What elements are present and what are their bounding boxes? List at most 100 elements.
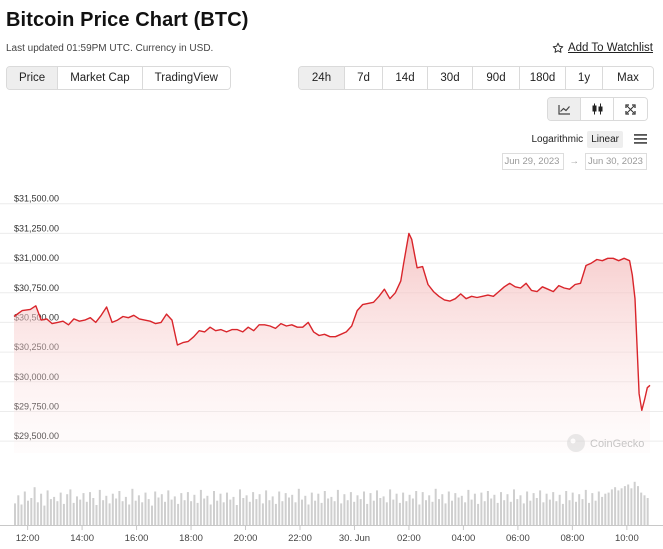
volume-bar xyxy=(630,488,633,525)
volume-bar xyxy=(232,496,235,525)
volume-bar xyxy=(69,489,72,525)
line-chart-button[interactable] xyxy=(548,98,581,120)
volume-bar xyxy=(369,493,372,525)
line-chart-icon xyxy=(557,104,570,115)
volume-bar xyxy=(53,496,56,525)
date-to-input[interactable]: Jun 30, 2023 xyxy=(585,153,647,170)
x-tick-label: 04:00 xyxy=(452,533,476,544)
volume-bar xyxy=(532,493,535,525)
hamburger-menu-icon[interactable] xyxy=(634,133,647,145)
volume-bar xyxy=(20,504,23,525)
volume-bar xyxy=(291,494,294,525)
volume-bar xyxy=(483,501,486,525)
range-7d[interactable]: 7d xyxy=(345,67,383,89)
fullscreen-icon xyxy=(625,103,636,115)
volume-bar xyxy=(428,495,431,525)
volume-bar xyxy=(395,493,398,525)
volume-bar xyxy=(271,496,274,525)
volume-bar xyxy=(646,498,649,525)
volume-bar xyxy=(304,495,307,525)
volume-bar xyxy=(76,496,78,525)
volume-bar xyxy=(513,489,515,525)
coingecko-watermark: CoinGecko xyxy=(567,434,644,452)
volume-bar xyxy=(460,495,463,525)
candlestick-button[interactable] xyxy=(581,98,614,120)
volume-bar xyxy=(561,503,564,525)
volume-bar xyxy=(164,501,166,525)
volume-bar xyxy=(239,489,241,525)
volume-bar xyxy=(278,491,281,525)
volume-bar xyxy=(72,502,75,525)
volume-bar xyxy=(226,492,228,525)
volume-bar xyxy=(516,499,519,525)
y-tick-label: $31,250.00 xyxy=(14,223,59,233)
volume-bar xyxy=(637,486,639,525)
volume-bar xyxy=(27,500,29,525)
volume-bar xyxy=(85,501,88,525)
volume-bar xyxy=(320,502,323,525)
tab-market-cap[interactable]: Market Cap xyxy=(58,67,143,89)
volume-bar xyxy=(199,489,202,525)
volume-bar xyxy=(98,489,101,525)
x-axis: 12:00 14:00 16:00 18:00 20:00 22:00 30. Jun 02:… xyxy=(16,525,639,544)
volume-bar xyxy=(261,503,264,525)
range-90d[interactable]: 90d xyxy=(473,67,520,89)
volume-bar xyxy=(539,490,542,525)
range-1y[interactable]: 1y xyxy=(566,67,603,89)
volume-bar xyxy=(356,495,359,525)
volume-bar xyxy=(372,500,375,525)
volume-bar xyxy=(105,495,108,525)
view-tabs: Price Market Cap TradingView xyxy=(6,66,231,90)
range-14d[interactable]: 14d xyxy=(383,67,428,89)
y-tick-label: $31,500.00 xyxy=(14,194,59,204)
chart-type-tabs xyxy=(547,97,648,121)
last-updated-text: Last updated 01:59PM UTC. Currency in US… xyxy=(6,43,214,54)
tab-tradingview[interactable]: TradingView xyxy=(142,67,230,89)
add-to-watchlist-link[interactable]: Add To Watchlist xyxy=(552,42,653,54)
date-range-separator: → xyxy=(569,156,580,167)
volume-bar xyxy=(151,505,153,525)
volume-bar xyxy=(248,501,251,525)
volume-bar xyxy=(170,499,173,525)
volume-bar xyxy=(23,491,26,525)
fullscreen-button[interactable] xyxy=(614,98,647,120)
volume-bar xyxy=(431,501,434,525)
volume-bar xyxy=(216,500,219,525)
volume-bar xyxy=(418,504,421,525)
x-tick-label: 12:00 xyxy=(16,533,40,544)
range-max[interactable]: Max xyxy=(603,67,653,89)
volume-bar xyxy=(643,495,646,525)
volume-bar xyxy=(121,501,124,525)
volume-bar xyxy=(623,486,626,525)
volume-bar xyxy=(385,502,388,525)
range-24h[interactable]: 24h xyxy=(299,67,345,89)
volume-bar xyxy=(363,491,365,525)
volume-bar xyxy=(183,500,186,525)
volume-bar xyxy=(147,499,150,525)
volume-bar xyxy=(610,489,613,525)
volume-bar xyxy=(340,503,343,525)
volume-bar xyxy=(336,489,339,525)
price-chart[interactable]: $29,500.00$29,750.00$30,000.00$30,250.00… xyxy=(0,180,663,549)
volume-bar xyxy=(470,499,473,525)
volume-bar xyxy=(95,505,98,525)
scale-linear[interactable]: Linear xyxy=(587,131,623,148)
volume-bar xyxy=(558,494,561,525)
volume-bar xyxy=(535,498,538,525)
volume-bar xyxy=(219,493,222,525)
volume-bar xyxy=(591,493,594,525)
volume-bar xyxy=(36,502,39,525)
volume-bar xyxy=(128,504,131,525)
range-180d[interactable]: 180d xyxy=(520,67,566,89)
volume-bar xyxy=(284,493,287,525)
price-area xyxy=(14,233,650,453)
volume-bar xyxy=(66,494,69,525)
volume-bar xyxy=(160,494,163,525)
volume-bar xyxy=(301,499,303,525)
tab-price[interactable]: Price xyxy=(7,67,59,89)
range-30d[interactable]: 30d xyxy=(428,67,473,89)
scale-logarithmic[interactable]: Logarithmic xyxy=(531,134,584,145)
volume-bar xyxy=(389,489,392,525)
volume-bar xyxy=(578,494,581,525)
date-from-input[interactable]: Jun 29, 2023 xyxy=(501,153,564,170)
